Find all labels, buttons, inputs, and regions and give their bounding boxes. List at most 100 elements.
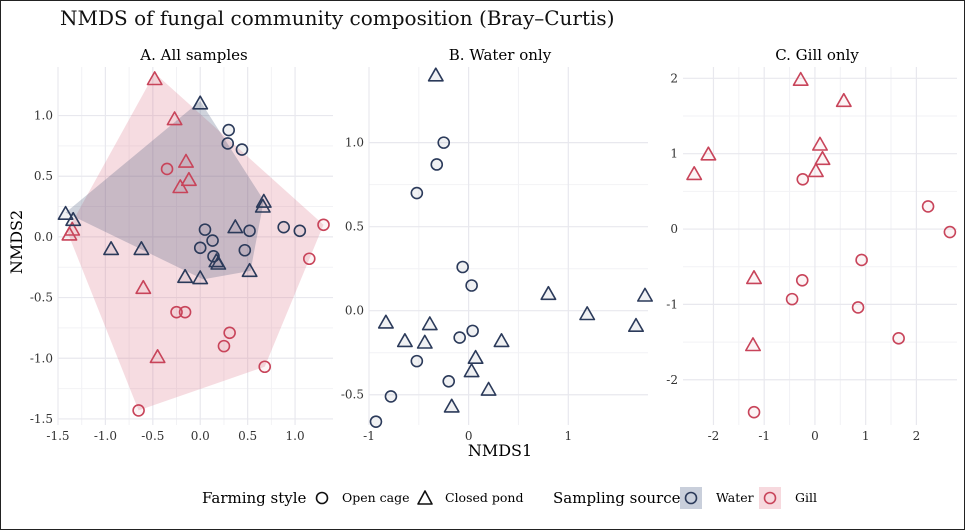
point-open-cage-water [410,354,424,368]
x-tick-label: -1.5 [46,429,69,443]
point-open-cage-gill [921,200,935,213]
point-closed-pond-gill [812,136,828,151]
point-open-cage-gill [258,360,272,374]
point-open-cage-gill [223,326,236,340]
y-tick-label: 1.0 [345,136,364,150]
point-closed-pond-water [637,287,653,302]
point-open-cage-gill [892,332,905,345]
y-axis-label: NMDS2 [7,210,26,274]
point-closed-pond-water [443,398,460,413]
point-closed-pond-water [210,255,227,270]
point-open-cage-gill [851,301,865,314]
point-closed-pond-gill [835,92,852,108]
point-closed-pond-gill [686,166,703,181]
point-closed-pond-water [227,219,244,234]
x-tick-label: 0 [465,429,473,443]
point-closed-pond-gill [792,71,809,86]
point-closed-pond-water [65,211,82,227]
point-closed-pond-water [427,67,444,82]
y-tick-label: -1.0 [30,351,53,365]
point-closed-pond-gill [166,111,183,126]
y-tick-label: -0.5 [341,388,364,402]
point-closed-pond-water [241,262,258,278]
point-open-cage-water [198,223,212,236]
panel-a: -1.5 -1.0 -0.5 0.0 0.5 1.0 -1.5 -1.0 -0.5 0.0 0.5 1… [30,67,333,443]
point-closed-pond-water [254,198,271,213]
point-closed-pond-gill [746,270,762,285]
point-open-cage-gill [217,339,231,353]
point-open-cage-water [384,390,398,403]
point-open-cage-gill [796,172,810,186]
point-open-cage-water [430,158,444,171]
point-closed-pond-water [103,241,120,256]
point-closed-pond-gill [149,349,166,364]
point-open-cage-gill [785,292,799,306]
panel-c: -2 -1 0 1 2 -2 -1 0 1 2 [666,67,957,443]
point-closed-pond-water [396,333,413,348]
legend-gill-label: Gill [795,490,817,505]
point-closed-pond-gill [807,163,824,178]
x-axis-label: NMDS1 [468,441,532,460]
point-closed-pond-water [463,363,480,378]
point-open-cage-water [206,234,219,247]
point-closed-pond-water [579,306,596,321]
x-tick-label: 2 [913,429,921,443]
x-tick-label: -1 [758,429,770,443]
point-open-cage-water [465,279,478,292]
panel-b: -1 0 1 -0.5 0.0 0.5 1.0 [341,67,653,443]
point-open-cage-water [193,241,207,255]
legend-open-cage-label: Open cage [342,490,410,505]
y-tick-label: 0.5 [34,169,53,183]
point-open-cage-water [410,186,424,200]
legend-open-cage-icon [315,491,329,505]
point-open-cage-gill [795,273,809,287]
legend-water-label: Water [716,490,754,505]
point-open-cage-water [238,243,252,257]
x-tick-label: 0 [811,429,819,443]
point-open-cage-water [369,415,383,428]
point-closed-pond-water [192,270,209,285]
point-open-cage-water [277,220,290,234]
panel-c-title: C. Gill only [775,46,859,64]
y-tick-label: 0.0 [34,230,53,244]
point-closed-pond-water [57,205,74,220]
x-tick-label: 0.5 [238,429,257,443]
x-tick-label: -2 [708,429,720,443]
point-open-cage-water [221,137,235,150]
point-closed-pond-gill [180,171,197,187]
point-closed-pond-water [192,95,209,110]
x-tick-label: -1 [363,429,375,443]
y-tick-label: 1.0 [34,109,53,123]
point-closed-pond-gill [172,179,189,194]
y-tick-label: -1.5 [30,412,53,426]
point-closed-pond-water [493,333,510,348]
x-tick-label: -0.5 [141,429,164,443]
point-closed-pond-gill [178,153,194,168]
x-tick-label: -1.0 [94,429,117,443]
plot-area [683,67,957,425]
legend-gill-icon [763,491,777,505]
figure-title: NMDS of fungal community composition (Br… [60,6,615,30]
point-open-cage-gill [170,305,183,319]
point-closed-pond-water [177,268,194,284]
point-open-cage-water [222,123,235,137]
point-open-cage-water [243,224,256,238]
point-closed-pond-water [480,381,497,396]
y-tick-label: 1 [670,147,678,161]
y-tick-label: 0.0 [345,304,364,318]
point-closed-pond-gill [146,71,163,86]
point-open-cage-water [235,143,249,156]
x-tick-label: 1 [564,429,572,443]
point-closed-pond-water [416,334,433,349]
point-closed-pond-gill [135,279,152,295]
point-open-cage-water [466,324,479,338]
legend-gill-key [759,487,781,509]
legend-water-key [680,487,702,509]
x-tick-label: 1.0 [286,429,305,443]
point-closed-pond-gill [64,221,81,236]
point-open-cage-gill [747,405,761,419]
panel-a-title: A. All samples [139,46,247,64]
point-open-cage-gill [302,252,316,266]
panel-b-title: B. Water only [449,46,552,64]
y-tick-label: 0.5 [345,220,364,234]
